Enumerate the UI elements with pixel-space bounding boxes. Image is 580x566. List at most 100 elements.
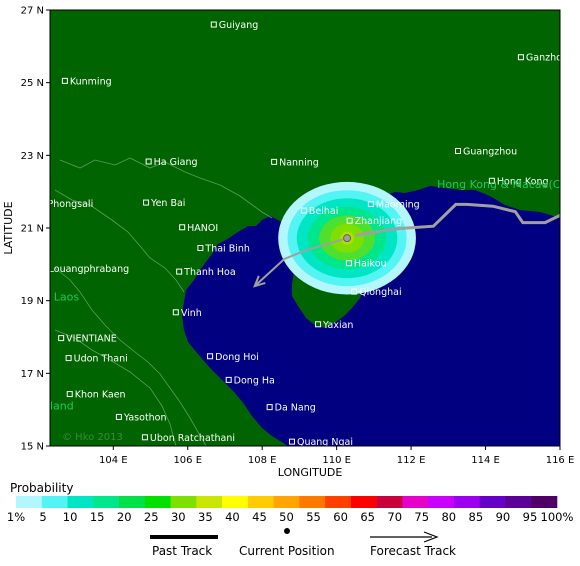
city-label: Maoming (376, 200, 420, 211)
legend-tick-label: 50 (279, 510, 294, 524)
city-marker (517, 54, 524, 61)
legend-swatch (170, 496, 197, 508)
legend-tick-label: 65 (360, 510, 375, 524)
city-label: HANOI (187, 223, 218, 234)
city-marker (58, 335, 65, 342)
legend-tick-label: 15 (90, 510, 105, 524)
x-tick-label: 104 E (99, 455, 128, 466)
city-marker (197, 244, 204, 251)
city-label: Dong Ha (234, 375, 275, 386)
city-label: Ha Giang (154, 157, 198, 168)
x-tick-label: 116 E (546, 455, 575, 466)
city-label: Yasothon (123, 412, 167, 423)
legend-swatch (325, 496, 352, 508)
city-label: Khon Kaen (75, 390, 126, 401)
legend-tick-label: 85 (469, 510, 484, 524)
legend-tick-label: 55 (306, 510, 321, 524)
legend-tick-label: 35 (198, 510, 213, 524)
city-marker (315, 321, 322, 328)
country-label: Hong Kong & Macau(China) (437, 178, 580, 191)
city-marker (271, 158, 278, 165)
forecast-track-key-label: Forecast Track (370, 544, 456, 558)
legend-swatch (299, 496, 326, 508)
city-label: Beihai (309, 206, 338, 217)
legend-swatch (531, 496, 558, 508)
city-label: Yen Bai (150, 198, 185, 209)
legend-swatch (93, 496, 120, 508)
city-label: Ubon Ratchathani (150, 433, 235, 444)
legend-swatch (41, 496, 68, 508)
legend-tick-label: 25 (144, 510, 159, 524)
city-label: Yaxian (322, 320, 353, 331)
legend-tick-label: 1% (7, 510, 25, 524)
city-label: Udon Thani (74, 354, 128, 365)
country-borders (54, 157, 273, 446)
city-label: Zhanjiang (355, 216, 403, 227)
y-tick-label: 17 N (21, 369, 44, 380)
legend-tick-label: 70 (387, 510, 402, 524)
track-layer (253, 202, 560, 288)
forecast-track-line (254, 237, 348, 287)
legend-swatch (505, 496, 532, 508)
city-marker (172, 309, 179, 316)
city-marker (40, 201, 45, 206)
city-marker (207, 353, 214, 360)
city-marker (176, 268, 183, 275)
legend-swatch (350, 496, 377, 508)
y-tick-label: 21 N (21, 224, 44, 235)
city-label: Guangzhou (463, 146, 517, 157)
legend-tick-label: 80 (441, 510, 456, 524)
legend-swatch (479, 496, 506, 508)
city-marker (41, 266, 46, 271)
legend-tick-label: 30 (171, 510, 186, 524)
city-label: Guiyang (219, 20, 259, 31)
legend-swatch (119, 496, 146, 508)
city-marker (61, 77, 68, 84)
city-label: VIENTIANE (66, 334, 117, 345)
y-tick-label: 15 N (21, 442, 44, 453)
city-label: Dong Hoi (215, 352, 259, 363)
city-label: Phongsali (48, 199, 94, 210)
legend-swatch (196, 496, 223, 508)
city-label: Ganzhou (526, 53, 568, 64)
city-label: Thai Binh (204, 243, 250, 254)
current-position-key-dot (284, 528, 290, 534)
city-marker (346, 217, 353, 224)
city-label: Da Nang (275, 403, 316, 414)
y-axis-label: LATITUDE (2, 201, 15, 254)
legend-tick-label: 10 (63, 510, 78, 524)
city-label: Thanh Hoa (183, 267, 236, 278)
city-label: Hong Kong (497, 176, 549, 187)
y-tick-label: 25 N (21, 78, 44, 89)
legend-swatch (222, 496, 249, 508)
x-tick-label: 112 E (397, 455, 426, 466)
current-position-marker (343, 234, 352, 243)
city-marker (65, 355, 72, 362)
city-label: Kunming (70, 76, 112, 87)
axes: 104 E 106 E 108 E 110 E 112 E 114 E 116 E 15 N 1… (21, 6, 575, 467)
current-position-key-label: Current Position (239, 544, 335, 558)
city-marker (141, 434, 148, 441)
legend-tick-label: 20 (117, 510, 132, 524)
legend-tick-label: 95 (523, 510, 538, 524)
legend-title: Probability (10, 481, 73, 495)
legend-swatch (428, 496, 455, 508)
city-marker (115, 413, 122, 420)
city-marker (145, 158, 152, 165)
past-track-line (355, 202, 560, 237)
legend-swatch (67, 496, 94, 508)
city-label: Nanning (279, 157, 319, 168)
city-marker (367, 201, 374, 208)
city-label: Vinh (181, 308, 202, 319)
city-marker (455, 147, 461, 154)
legend-swatch (273, 496, 300, 508)
city-marker (300, 207, 307, 214)
city-marker (225, 376, 232, 383)
legend-swatch (247, 496, 274, 508)
legend-swatch (402, 496, 429, 508)
legend-tick-label: 60 (333, 510, 348, 524)
y-tick-label: 19 N (21, 296, 44, 307)
track-key: Past Track Current Position Forecast Tra… (150, 528, 456, 558)
y-tick-label: 27 N (21, 6, 44, 17)
